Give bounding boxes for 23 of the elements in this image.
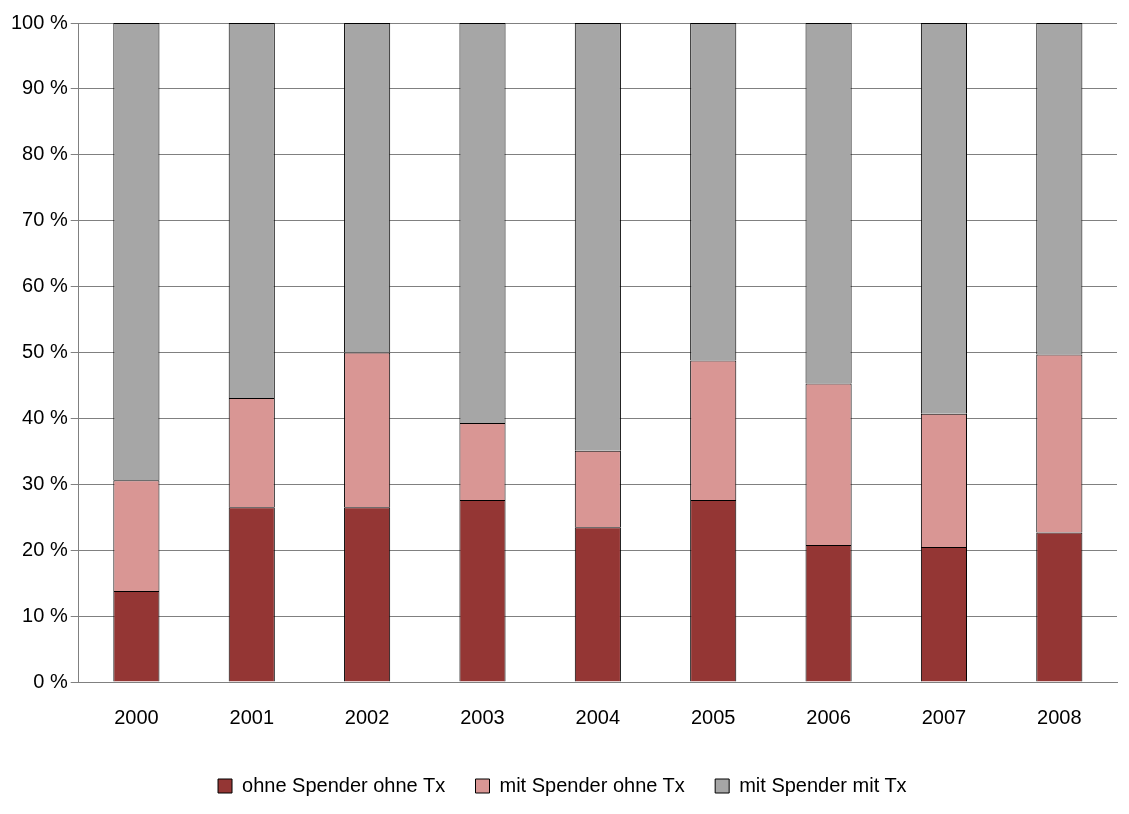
x-tick-label: 2008: [1037, 705, 1082, 728]
y-tick-label: 30 %: [22, 471, 68, 494]
y-tick-label: 20 %: [22, 537, 68, 560]
y-tick-label: 80 %: [22, 142, 68, 165]
x-tick-label: 2005: [690, 705, 736, 728]
x-tick-label: 2006: [806, 705, 851, 728]
x-tick-label: 2007: [921, 705, 967, 728]
y-tick-label: 10 %: [22, 603, 68, 626]
y-tick-label: 70 %: [22, 208, 68, 231]
x-tick-label: 2002: [344, 705, 390, 728]
x-tick-label: 2003: [460, 705, 505, 728]
y-tick-label: 60 %: [22, 274, 68, 297]
legend-label: ohne Spender ohne Tx: [242, 773, 446, 796]
y-tick-label: 50 %: [22, 340, 68, 363]
y-tick-label: 0 %: [33, 669, 68, 692]
x-tick-label: 2004: [575, 705, 621, 728]
legend-label: mit Spender mit Tx: [739, 773, 907, 796]
legend-label: mit Spender ohne Tx: [499, 773, 685, 796]
x-tick-label: 2000: [114, 705, 159, 728]
y-tick-label: 100 %: [10, 10, 68, 33]
y-tick-label: 40 %: [22, 405, 68, 428]
x-tick-label: 2001: [229, 705, 275, 728]
y-tick-label: 90 %: [22, 76, 68, 99]
